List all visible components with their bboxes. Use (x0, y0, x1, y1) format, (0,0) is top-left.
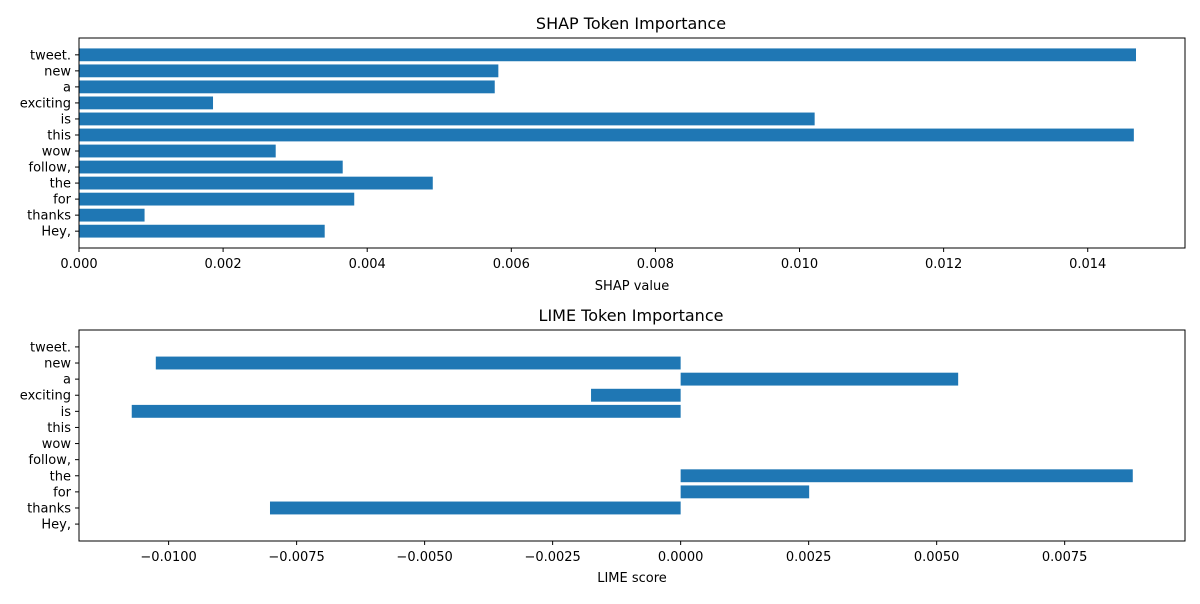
lime-chart: LIME Token Importance Hey, thanksforthefo… (20, 306, 1186, 586)
shap-y-tick-label: thanks (27, 209, 71, 224)
shap-axes-frame (78, 37, 1186, 249)
shap-x-tick-label: 0.002 (204, 257, 241, 272)
lime-bar-3 (680, 469, 1133, 483)
shap-bar-11 (79, 48, 1137, 62)
lime-y-tick-label: this (47, 421, 71, 436)
lime-x-tick-label: 0.0050 (914, 550, 960, 565)
shap-bar-1 (79, 208, 145, 222)
shap-bar-0 (79, 224, 325, 238)
shap-y-tick-label: the (50, 177, 71, 192)
lime-axes-frame (78, 329, 1186, 542)
lime-y-tick-label: exciting (20, 389, 71, 404)
shap-y-tick-label: Hey, (41, 225, 71, 240)
shap-x-tick-label: 0.014 (1069, 257, 1106, 272)
shap-x-tick-label: 0.010 (781, 257, 818, 272)
lime-bar-7 (131, 404, 681, 418)
lime-bar-2 (680, 485, 810, 499)
lime-y-tick-label: wow (42, 437, 72, 452)
lime-x-tick-label: −0.0025 (524, 550, 580, 565)
shap-y-tick-label: for (53, 193, 72, 208)
lime-y-tick-label: follow, (29, 453, 71, 468)
shap-y-tick-label: a (63, 80, 71, 95)
lime-bars (131, 356, 1133, 515)
shap-bar-10 (79, 64, 499, 78)
shap-bar-8 (79, 96, 214, 110)
shap-x-tick-label: 0.012 (925, 257, 962, 272)
lime-x-tick-label: −0.0050 (396, 550, 452, 565)
lime-y-tick-label: is (61, 405, 72, 420)
shap-bar-2 (79, 192, 355, 206)
lime-x-tick-label: −0.0075 (268, 550, 324, 565)
lime-y-tick-label: a (63, 373, 71, 388)
shap-x-tick-label: 0.006 (493, 257, 530, 272)
lime-x-tick-label: 0.0075 (1042, 550, 1088, 565)
lime-y-tick-label: the (50, 469, 71, 484)
shap-y-tick-label: wow (42, 145, 72, 160)
shap-x-tick-label: 0.000 (60, 257, 97, 272)
shap-bar-9 (79, 80, 495, 94)
shap-y-tick-label: this (47, 128, 71, 143)
shap-y-tick-label: is (61, 112, 72, 127)
shap-x-ticks: 0.000 0.002 0.004 0.006 0.008 0.010 0.012 0.014 (60, 248, 1106, 272)
lime-x-tick-label: −0.0100 (140, 550, 196, 565)
shap-y-tick-label: new (44, 64, 71, 79)
shap-bar-6 (79, 128, 1134, 142)
lime-bar-8 (591, 388, 681, 402)
lime-y-tick-label: Hey, (41, 518, 71, 533)
lime-x-tick-label: 0.0025 (786, 550, 832, 565)
lime-chart-title: LIME Token Importance (539, 306, 724, 325)
shap-bar-3 (79, 176, 433, 190)
shap-x-axis-label: SHAP value (595, 279, 669, 294)
shap-x-tick-label: 0.004 (349, 257, 386, 272)
lime-x-tick-label: 0.0000 (658, 550, 704, 565)
shap-y-tick-label: tweet. (30, 48, 71, 63)
shap-y-tick-label: follow, (29, 161, 71, 176)
lime-y-tick-label: tweet. (30, 340, 71, 355)
shap-bars (79, 48, 1137, 238)
lime-x-axis-label: LIME score (597, 571, 667, 586)
lime-y-tick-label: new (44, 357, 71, 372)
lime-bar-9 (680, 372, 959, 386)
lime-x-ticks: −0.0100 −0.0075 −0.0050 −0.0025 0.0000 0.0025… (140, 541, 1087, 565)
shap-chart-title: SHAP Token Importance (536, 14, 726, 33)
lime-bar-1 (269, 501, 681, 515)
shap-bar-4 (79, 160, 343, 174)
shap-y-tick-label: exciting (20, 96, 71, 111)
shap-x-tick-label: 0.008 (637, 257, 674, 272)
lime-y-tick-label: for (53, 485, 72, 500)
lime-bar-10 (155, 356, 681, 370)
shap-chart: SHAP Token Importance Hey,thanksforthefo… (20, 14, 1186, 294)
shap-bar-5 (79, 144, 276, 158)
lime-y-ticks: Hey, thanksforthefollow,wowthisisexciting… (20, 340, 79, 533)
lime-y-tick-label: thanks (27, 501, 71, 516)
shap-bar-7 (79, 112, 815, 126)
